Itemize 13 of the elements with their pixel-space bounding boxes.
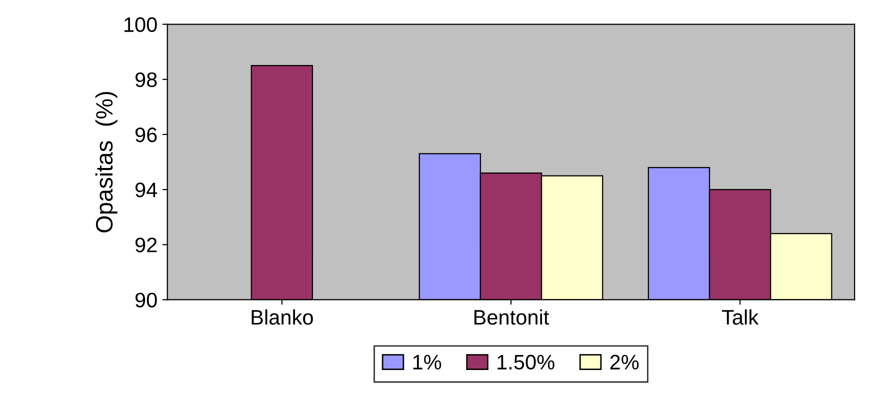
y-axis-title: Opasitas (%) <box>95 92 118 232</box>
x-tick-label: Bentonit <box>474 309 550 325</box>
legend-label: 2% <box>610 354 639 370</box>
legend-label: 1% <box>413 354 442 370</box>
y-tick-label: 100 <box>124 17 157 32</box>
y-tick-label: 92 <box>135 238 157 252</box>
x-tick-label: Talk <box>722 309 759 325</box>
y-tick-label: 96 <box>135 127 157 142</box>
y-tick-label: 94 <box>135 182 158 198</box>
y-tick-label: 90 <box>135 292 157 308</box>
legend-label: 1.50% <box>498 354 554 370</box>
x-tick-label: Blanko <box>252 309 313 325</box>
y-tick-label: 98 <box>135 72 157 88</box>
